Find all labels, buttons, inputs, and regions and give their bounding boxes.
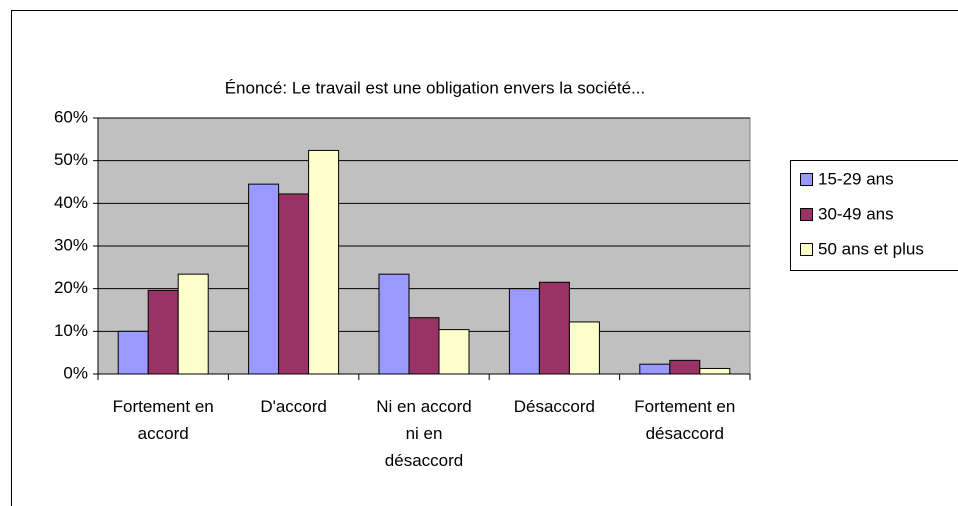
y-tick-label: 10% xyxy=(54,321,88,340)
bar xyxy=(117,330,149,375)
bar xyxy=(308,149,340,375)
y-tick-label: 50% xyxy=(54,150,88,169)
x-tick-label: D'accord xyxy=(260,397,327,416)
legend-label: 50 ans et plus xyxy=(818,239,924,258)
bar xyxy=(568,321,600,375)
x-tick-label: Fortement en accord xyxy=(112,397,214,443)
chart-title: Énoncé: Le travail est une obligation en… xyxy=(225,78,646,97)
legend-box xyxy=(790,160,958,271)
legend-swatch xyxy=(800,208,813,221)
bar xyxy=(669,359,701,375)
y-tick-label: 20% xyxy=(54,278,88,297)
bar xyxy=(699,367,731,375)
bar xyxy=(438,329,470,375)
legend-label: 30-49 ans xyxy=(818,204,894,223)
bar xyxy=(278,193,310,375)
bar xyxy=(248,183,280,375)
bar xyxy=(408,317,440,375)
x-tick-label: Désaccord xyxy=(513,397,596,416)
legend-label: 15-29 ans xyxy=(818,169,894,188)
y-tick-label: 40% xyxy=(54,193,88,212)
legend-swatch xyxy=(800,173,813,186)
bar xyxy=(538,281,570,375)
bar xyxy=(508,288,540,375)
x-tick-label: Ni en accord ni en désaccord xyxy=(376,397,472,470)
y-tick-label: 30% xyxy=(54,235,88,254)
bar xyxy=(639,363,671,375)
bar xyxy=(378,273,410,375)
y-tick-label: 0% xyxy=(63,363,88,382)
bar xyxy=(147,289,179,375)
y-tick-label: 60% xyxy=(54,107,88,126)
legend-swatch xyxy=(800,243,813,256)
x-tick-label: Fortement en désaccord xyxy=(634,397,736,443)
bar xyxy=(177,273,209,375)
